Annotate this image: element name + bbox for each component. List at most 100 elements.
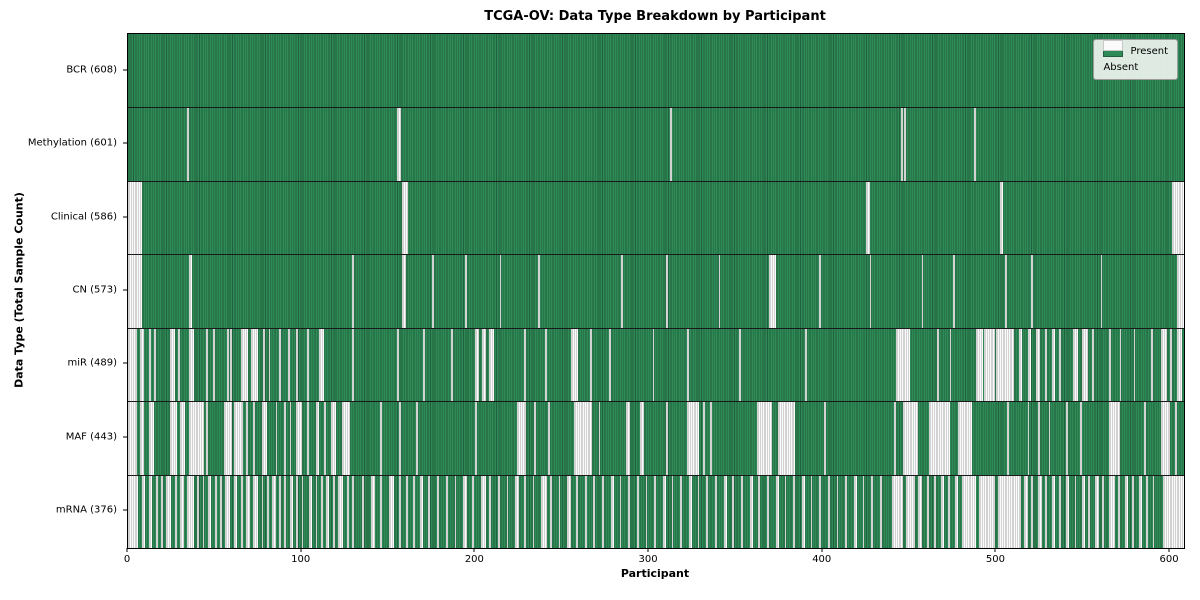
absent-stripe (128, 401, 137, 475)
absent-stripe (824, 401, 827, 475)
legend-item-absent: Absent (1103, 40, 1168, 73)
absent-stripe (445, 474, 448, 548)
absent-stripe (187, 107, 189, 181)
absent-stripe (319, 327, 325, 402)
absent-stripe (475, 401, 478, 475)
absent-stripe (666, 254, 669, 328)
absent-stripe (999, 180, 1004, 255)
absent-stripe (940, 474, 945, 548)
absent-stripe (397, 107, 401, 181)
absent-stripe (261, 474, 264, 548)
absent-stripe (1045, 327, 1047, 402)
absent-stripe (306, 327, 309, 402)
absent-stripe (506, 474, 509, 548)
absent-stripe (1031, 474, 1033, 548)
absent-stripe (178, 327, 181, 402)
absent-stripe (338, 474, 344, 548)
absent-stripe (296, 401, 302, 475)
plot-area: Present Absent (127, 33, 1185, 549)
absent-stripe (128, 180, 142, 255)
absent-stripe (697, 474, 700, 548)
absent-stripe (1152, 474, 1155, 548)
absent-stripe (1100, 254, 1103, 328)
absent-stripe (431, 254, 434, 328)
absent-stripe (1074, 474, 1077, 548)
absent-stripe (933, 474, 936, 548)
absent-stripe (233, 474, 238, 548)
absent-stripe (246, 401, 248, 475)
absent-stripe (784, 474, 787, 548)
absent-stripe (819, 474, 821, 548)
absent-stripe (206, 401, 208, 475)
absent-stripe (482, 327, 486, 402)
absent-stripe (471, 474, 474, 548)
absent-stripe (895, 327, 910, 402)
absent-stripe (148, 401, 155, 475)
absent-stripe (537, 254, 540, 328)
absent-stripe (758, 474, 761, 548)
absent-stripe (187, 474, 194, 548)
heatmap-row-MAF (128, 401, 1184, 475)
absent-stripe (1005, 254, 1007, 328)
absent-stripe (767, 474, 769, 548)
absent-stripe (1065, 474, 1070, 548)
absent-stripe (213, 327, 215, 402)
y-tick-mark (123, 436, 127, 438)
y-tick-label: MAF (443) (65, 431, 117, 443)
absent-stripe (845, 474, 848, 548)
absent-stripe (602, 474, 604, 548)
absent-stripe (308, 474, 313, 548)
absent-stripe (1052, 327, 1056, 402)
absent-stripe (207, 474, 212, 548)
absent-stripe (188, 254, 193, 328)
absent-stripe (768, 254, 776, 328)
absent-stripe (998, 474, 1021, 548)
absent-stripe (296, 474, 299, 548)
absent-stripe (489, 474, 491, 548)
y-tick-label: Methylation (601) (27, 137, 117, 149)
absent-stripe (749, 474, 754, 548)
absent-stripe (371, 474, 375, 548)
absent-stripe (1133, 327, 1136, 402)
absent-stripe (1027, 401, 1030, 475)
absent-stripe (775, 474, 780, 548)
absent-stripe (428, 474, 431, 548)
row-separator (128, 474, 1184, 476)
absent-stripe (1024, 474, 1028, 548)
y-tick-label: CN (573) (72, 284, 117, 296)
absent-stripe (918, 474, 922, 548)
absent-stripe (576, 474, 578, 548)
absent-stripe (326, 474, 330, 548)
absent-stripe (593, 474, 596, 548)
absent-stripe (524, 474, 526, 548)
absent-stripe (1145, 474, 1148, 548)
absent-stripe (128, 474, 139, 548)
absent-stripe (128, 327, 137, 402)
absent-stripe (1151, 327, 1153, 402)
absent-stripe (680, 474, 683, 548)
absent-stripe (140, 327, 144, 402)
absent-stripe (352, 254, 354, 328)
absent-stripe (996, 327, 1014, 402)
absent-stripe (166, 474, 172, 548)
y-tick-mark (123, 509, 127, 511)
absent-stripe (570, 327, 578, 402)
absent-stripe (253, 401, 255, 475)
absent-stripe (893, 401, 896, 475)
absent-stripe (654, 474, 656, 548)
absent-stripe (567, 474, 571, 548)
absent-stripe (961, 474, 976, 548)
absent-stripe (331, 401, 337, 475)
absent-stripe (206, 327, 208, 402)
absent-stripe (251, 327, 259, 402)
absent-stripe (1052, 474, 1056, 548)
absent-stripe (1144, 401, 1146, 475)
absent-stripe (412, 474, 415, 548)
absent-stripe (1031, 254, 1033, 328)
absent-stripe (739, 327, 742, 402)
absent-stripe (266, 474, 269, 548)
heatmap (128, 34, 1184, 548)
x-tick-label: 500 (985, 554, 1005, 565)
absent-stripe (1095, 474, 1099, 548)
